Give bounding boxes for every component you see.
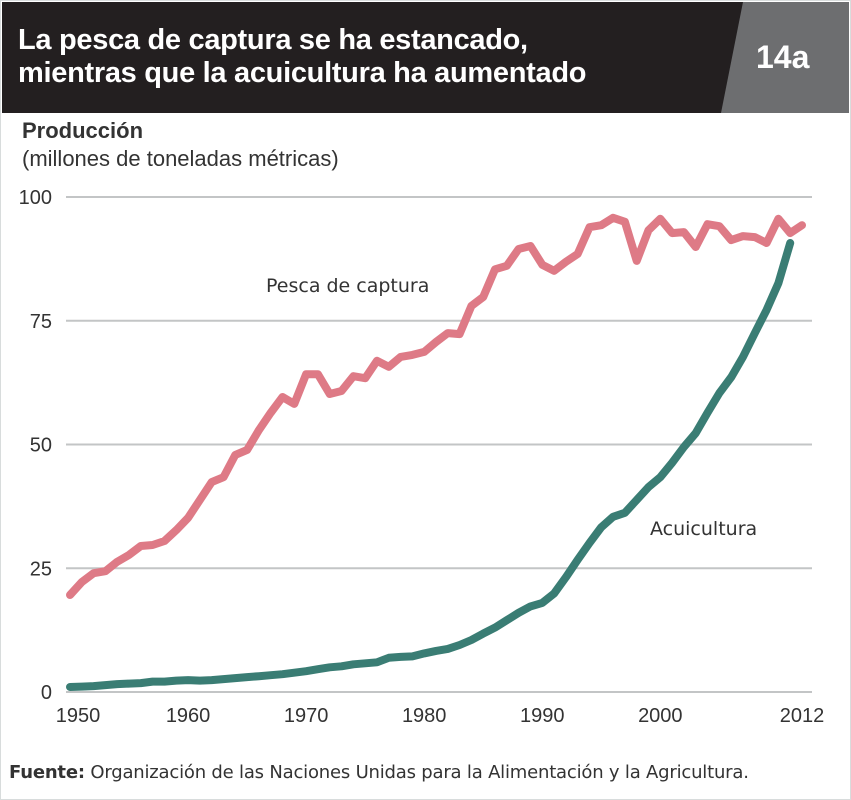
series-label-acuicultura: Acuicultura <box>650 518 757 540</box>
series-line-acuicultura <box>66 239 795 691</box>
x-tick-label: 1970 <box>284 705 329 727</box>
y-axis-title: Producción <box>22 118 144 143</box>
title-line-1: La pesca de captura se ha estancado, <box>18 24 528 56</box>
chart-title: La pesca de captura se ha estancado, mie… <box>18 24 586 90</box>
y-axis-unit: (millones de toneladas métricas) <box>22 146 339 171</box>
source-label: Fuente: <box>9 762 85 783</box>
y-tick-label: 75 <box>30 311 52 333</box>
y-tick-label: 100 <box>19 187 52 209</box>
x-tick-label: 1950 <box>56 705 101 727</box>
header-bar <box>2 2 849 113</box>
x-tick-label: 2012 <box>780 705 825 727</box>
x-tick-label: 1990 <box>520 705 565 727</box>
y-tick-label: 0 <box>41 682 52 704</box>
y-tick-label: 50 <box>30 435 52 457</box>
source-note: Fuente: Organización de las Naciones Uni… <box>9 762 749 783</box>
x-tick-label: 1980 <box>402 705 447 727</box>
title-line-2: mientras que la acuicultura ha aumentado <box>18 57 587 89</box>
x-tick-label: 2000 <box>638 705 683 727</box>
series-label-pesca: Pesca de captura <box>266 275 429 297</box>
y-tick-label: 25 <box>30 558 52 580</box>
figure-number: 14a <box>756 39 810 75</box>
source-text: Organización de las Naciones Unidas para… <box>90 762 749 783</box>
figure-number-badge <box>721 2 849 113</box>
x-tick-label: 1960 <box>166 705 211 727</box>
